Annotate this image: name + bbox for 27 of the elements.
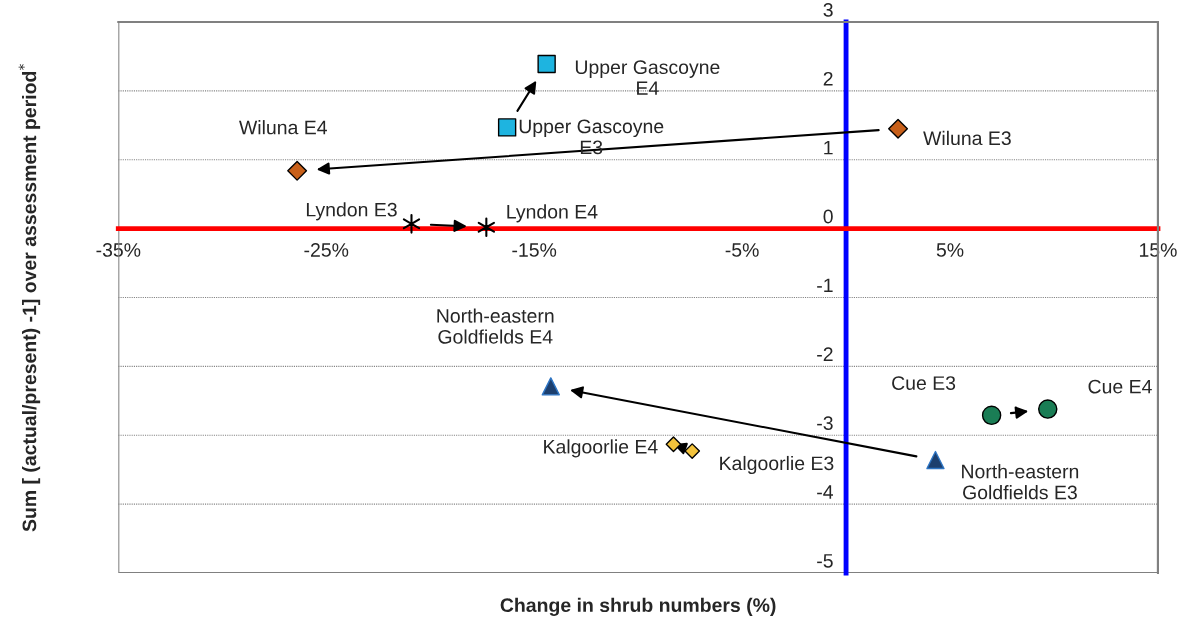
annotation: Wiluna E4 bbox=[239, 120, 327, 135]
annotation: Lyndon E4 bbox=[507, 204, 598, 223]
y-tick-label: 3 bbox=[823, 3, 833, 17]
x-tick-label: -15% bbox=[512, 243, 557, 257]
y-tick-label: 2 bbox=[823, 71, 833, 86]
x-tick-label: -25% bbox=[304, 243, 349, 257]
y-tick-label: -4 bbox=[817, 485, 833, 499]
y-tick-label: -1 bbox=[817, 278, 833, 293]
y-tick-label: 0 bbox=[823, 209, 833, 224]
y-tick-label: 1 bbox=[824, 140, 833, 155]
y-tick-label: -2 bbox=[817, 347, 833, 361]
y-axis-title: Sum [ (actual/present) -1] over assessment period$^{*}$ bbox=[18, 64, 41, 532]
annotation: Cue E3 bbox=[892, 376, 956, 390]
y-tick-label: -3 bbox=[817, 416, 833, 430]
annotation: Cue E4 bbox=[1088, 379, 1152, 394]
y-tick-label: -5 bbox=[817, 554, 833, 568]
annotation: Upper Gascoyne E4 bbox=[575, 60, 720, 95]
annotation: Lyndon E3 bbox=[306, 202, 397, 221]
annotation: Wiluna E3 bbox=[923, 130, 1011, 146]
annotation: Kalgoorlie E4 bbox=[544, 439, 658, 458]
annotation: North-eastern Goldfields E3 bbox=[962, 464, 1079, 500]
annotation: North-eastern Goldfields E4 bbox=[437, 308, 554, 344]
x-tick-label: -5% bbox=[725, 243, 759, 257]
annotation: Kalgoorlie E3 bbox=[720, 455, 834, 475]
x-tick-label: -35% bbox=[96, 243, 141, 257]
x-tick-label: 5% bbox=[936, 243, 964, 257]
x-axis-title: Change in shrub numbers (%) bbox=[500, 597, 776, 616]
